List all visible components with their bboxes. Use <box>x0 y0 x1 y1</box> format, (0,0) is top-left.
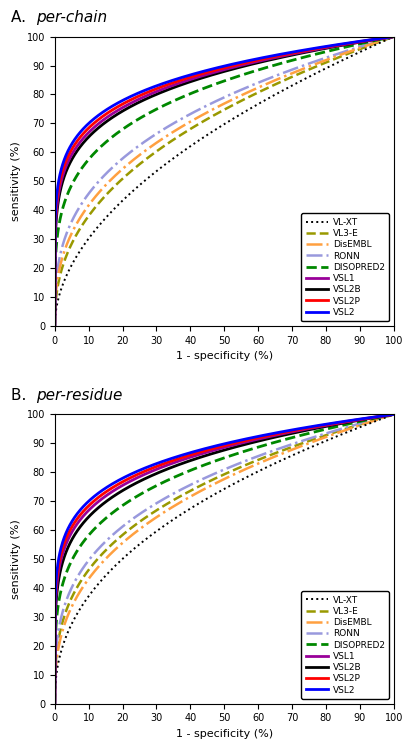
Text: B.: B. <box>11 388 31 403</box>
Text: per-residue: per-residue <box>36 388 122 403</box>
Y-axis label: sensitivity (%): sensitivity (%) <box>11 519 21 599</box>
Legend: VL-XT, VL3-E, DisEMBL, RONN, DISOPRED2, VSL1, VSL2B, VSL2P, VSL2: VL-XT, VL3-E, DisEMBL, RONN, DISOPRED2, … <box>300 213 388 321</box>
X-axis label: 1 - specificity (%): 1 - specificity (%) <box>175 351 272 361</box>
Y-axis label: sensitivity (%): sensitivity (%) <box>11 141 21 221</box>
Text: per-chain: per-chain <box>36 10 107 25</box>
X-axis label: 1 - specificity (%): 1 - specificity (%) <box>175 729 272 739</box>
Text: A.: A. <box>11 10 31 25</box>
Legend: VL-XT, VL3-E, DisEMBL, RONN, DISOPRED2, VSL1, VSL2B, VSL2P, VSL2: VL-XT, VL3-E, DisEMBL, RONN, DISOPRED2, … <box>300 591 388 699</box>
